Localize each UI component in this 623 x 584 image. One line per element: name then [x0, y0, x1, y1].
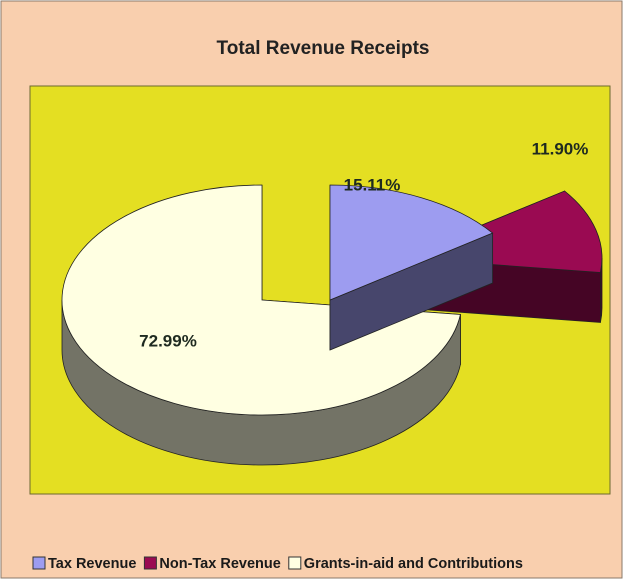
- data-label: 72.99%: [139, 331, 197, 350]
- legend-label: Grants-in-aid and Contributions: [304, 556, 523, 572]
- data-label: 15.11%: [344, 175, 401, 194]
- legend-swatch: [288, 556, 302, 570]
- slice-top: [329, 184, 494, 301]
- chart-title: Total Revenue Receipts: [217, 38, 430, 59]
- pie-slice: [329, 184, 494, 351]
- pie-slice: [61, 184, 461, 466]
- legend-label: Non-Tax Revenue: [159, 556, 280, 572]
- slice-top: [61, 184, 461, 416]
- data-label: 11.90%: [532, 139, 589, 158]
- legend-swatch: [143, 556, 157, 570]
- legend-label: Tax Revenue: [48, 556, 136, 572]
- legend-swatch: [32, 556, 46, 570]
